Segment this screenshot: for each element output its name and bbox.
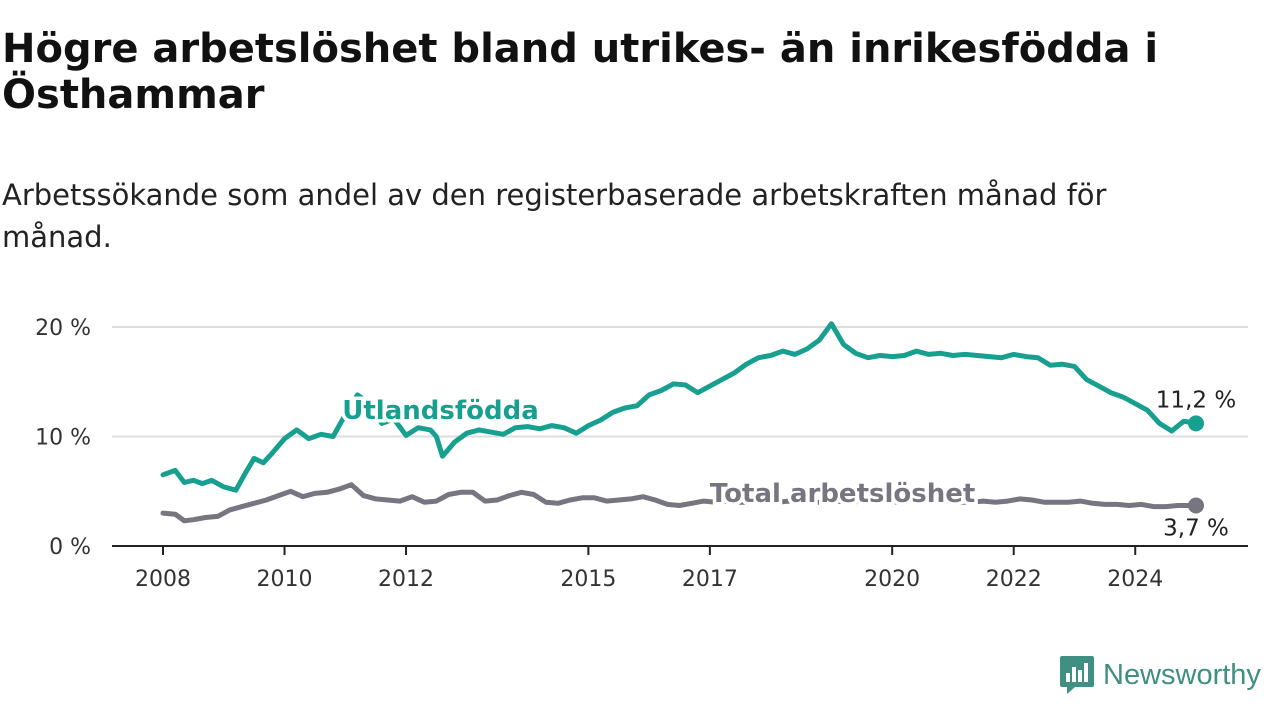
y-tick-label: 20 % [35, 316, 91, 341]
label-layer: 11,2 % Utlandsfödda 3,7 % Total arbetslöshe… [339, 384, 1239, 544]
chart-subtitle: Arbetssökande som andel av den registerb… [2, 178, 1107, 254]
foreign-born-series-end-label: 11,2 % [1156, 387, 1236, 413]
x-tick-label: 2020 [864, 567, 920, 592]
total-unemployment-series-line [160, 482, 1199, 524]
x-tick-label: 2008 [135, 567, 191, 592]
foreign-born-series-name-label: Utlandsfödda [342, 396, 539, 426]
x-tick-label: 2010 [257, 567, 313, 592]
newsworthy-brand: Newsworthy [1059, 654, 1261, 696]
x-tick-label: 2017 [682, 567, 738, 592]
total-unemployment-series-name-label: Total arbetslöshet [710, 479, 975, 509]
total-unemployment-series-end-label: 3,7 % [1163, 515, 1229, 541]
newsworthy-logo-icon [1060, 656, 1094, 694]
y-tick-label: 10 % [35, 426, 91, 451]
chart-title: Högre arbetslöshet bland utrikes- än inr… [2, 26, 1159, 118]
grid-layer: 0 % 10 % 20 % 2008 2010 2012 2015 2017 2020 2022 2… [35, 316, 1248, 592]
total-unemployment-series-end-dot [1188, 497, 1204, 514]
y-tick-label: 0 % [49, 535, 91, 560]
x-tick-label: 2022 [986, 567, 1042, 592]
foreign-born-series-end-dot [1188, 415, 1204, 432]
foreign-born-series-line [160, 321, 1199, 493]
x-tick-label: 2024 [1107, 567, 1163, 592]
x-tick-label: 2015 [560, 567, 616, 592]
series-layer [160, 321, 1204, 524]
newsworthy-wordmark: Newsworthy [1103, 658, 1261, 691]
x-tick-label: 2012 [378, 567, 434, 592]
